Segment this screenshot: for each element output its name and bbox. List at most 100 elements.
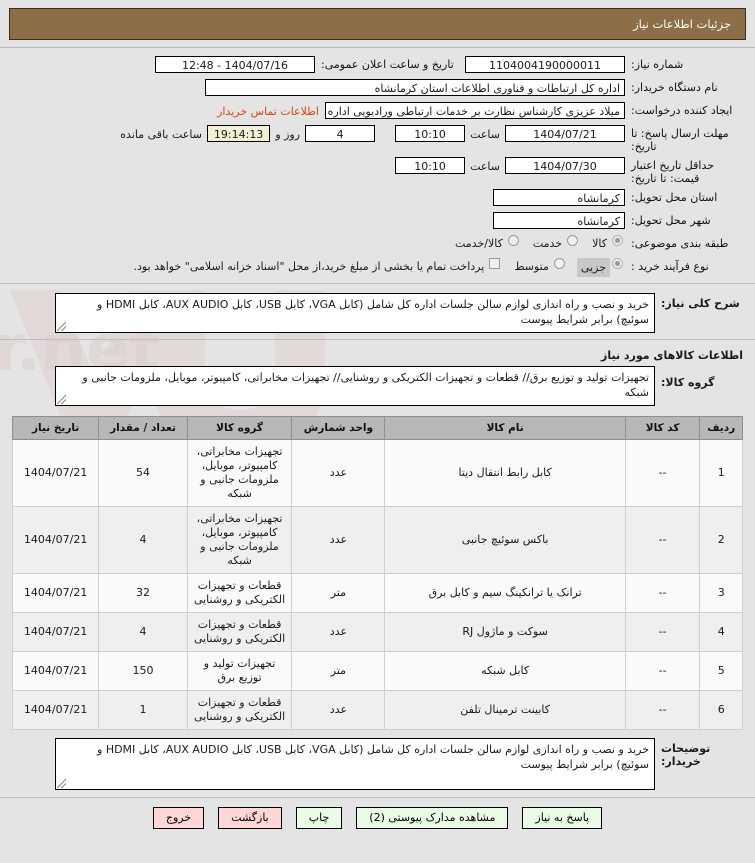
- radio-process-motevaset-label: متوسط: [514, 260, 549, 273]
- row-creator: ایجاد کننده درخواست: میلاد عزیزی کارشناس…: [12, 102, 743, 121]
- countdown-timer: 19:14:13: [206, 125, 271, 142]
- respond-to-need-button[interactable]: پاسخ به نیاز: [522, 807, 603, 829]
- th-name: نام کالا: [384, 416, 626, 440]
- view-attachments-button[interactable]: مشاهده مدارک پیوستی (2): [356, 807, 509, 829]
- cell-radif: 5: [699, 651, 743, 691]
- creator-label: ایجاد کننده درخواست:: [631, 104, 733, 117]
- th-code: کد کالا: [624, 416, 701, 440]
- radio-category-khedmat[interactable]: [567, 235, 579, 246]
- table-row[interactable]: 5 -- کابل شبکه متر تجهیزات تولید و توزیع برق…: [11, 651, 743, 691]
- city-value: کرمانشاه: [493, 212, 625, 229]
- cell-group: تجهیزات مخابراتی، کامپیوتر، موبایل، ملزو…: [186, 439, 293, 507]
- table-row[interactable]: 6 -- کابینت ترمینال تلفن عدد قطعات و تجهیزات…: [11, 690, 743, 730]
- items-table: ردیف کد کالا نام کالا واحد شمارش گروه کا…: [11, 416, 743, 730]
- table-row[interactable]: 4 -- سوکت و ماژول RJ عدد قطعات و تجهیزات الک…: [11, 612, 743, 652]
- buyer-contact-link[interactable]: اطلاعات تماس خریدار: [217, 105, 319, 118]
- deadline-time-word: ساعت: [470, 128, 500, 141]
- cell-radif: 2: [699, 506, 743, 574]
- radio-category-kala-khedmat[interactable]: [507, 235, 519, 246]
- row-buyer-notes: توضیحات خریدار: خرید و نصب و راه اندازی …: [12, 738, 743, 790]
- cell-date: 1404/07/21: [11, 651, 100, 691]
- need-summary-label: شرح کلی نیاز:: [661, 297, 740, 310]
- need-number-value: 1104004190000011: [465, 56, 625, 73]
- cell-date: 1404/07/21: [11, 439, 100, 507]
- cell-radif: 6: [699, 690, 743, 730]
- cell-code: --: [624, 573, 701, 613]
- buyer-notes-value: خرید و نصب و راه اندازی لوازم سالن جلسات…: [55, 738, 655, 790]
- cell-qty: 1: [98, 690, 188, 730]
- table-row[interactable]: 2 -- باکس سوئیچ جانبی عدد تجهیزات مخابراتی، …: [11, 506, 743, 574]
- cell-name: کابل شبکه: [384, 651, 626, 691]
- checkbox-treasury-payment[interactable]: [489, 258, 501, 269]
- table-row[interactable]: 3 -- ترانک یا ترانکینگ سیم و کابل برق متر قط…: [11, 573, 743, 613]
- page-header-bar: جزئیات اطلاعات نیاز: [9, 8, 746, 40]
- province-value: کرمانشاه: [493, 189, 625, 206]
- th-qty: تعداد / مقدار: [98, 416, 188, 440]
- row-buyer-org: نام دستگاه خریدار: اداره کل ارتباطات و ف…: [12, 79, 743, 98]
- goods-info-title: اطلاعات کالاهای مورد نیاز: [601, 349, 743, 362]
- validity-label: حداقل تاریخ اعتبار قیمت: تا تاریخ:: [631, 159, 715, 185]
- cell-unit: عدد: [291, 690, 386, 730]
- need-summary-value: خرید و نصب و راه اندازی لوازم سالن جلسات…: [55, 293, 655, 333]
- buyer-org-value: اداره کل ارتباطات و فناوری اطلاعات استان…: [205, 79, 625, 96]
- buyer-notes-section: توضیحات خریدار: خرید و نصب و راه اندازی …: [0, 730, 755, 790]
- need-info-form: شماره نیاز: 1104004190000011 تاریخ و ساع…: [0, 48, 755, 277]
- action-button-bar: پاسخ به نیاز مشاهده مدارک پیوستی (2) چاپ…: [0, 798, 755, 829]
- cell-qty: 32: [98, 573, 188, 613]
- print-button[interactable]: چاپ: [295, 807, 343, 829]
- cell-name: باکس سوئیچ جانبی: [384, 506, 626, 574]
- cell-code: --: [624, 651, 701, 691]
- deadline-label: مهلت ارسال پاسخ: تا تاریخ:: [631, 127, 729, 153]
- cell-unit: عدد: [291, 612, 386, 652]
- row-province: استان محل تحویل: کرمانشاه: [12, 189, 743, 208]
- radio-process-jozii[interactable]: [612, 258, 623, 269]
- back-button[interactable]: بازگشت: [218, 807, 282, 829]
- row-process-type: نوع فرآیند خرید : جزیی متوسط پرداخت تمام…: [12, 258, 743, 277]
- announce-label: تاریخ و ساعت اعلان عمومی:: [321, 58, 454, 71]
- need-summary-section: شرح کلی نیاز: خرید و نصب و راه اندازی لو…: [0, 291, 755, 333]
- th-group: گروه کالا: [186, 416, 293, 440]
- radio-process-motevaset[interactable]: [553, 258, 565, 269]
- buyer-notes-label: توضیحات خریدار:: [661, 742, 711, 768]
- cell-group: قطعات و تجهیزات الکتریکی و روشنایی: [186, 612, 293, 652]
- exit-button[interactable]: خروج: [152, 807, 205, 829]
- cell-group: قطعات و تجهیزات الکتریکی و روشنایی: [186, 573, 293, 613]
- deadline-time-value: 10:10: [395, 125, 466, 142]
- cell-name: کابل رابط انتقال دیتا: [384, 439, 626, 507]
- cell-qty: 4: [98, 612, 188, 652]
- deadline-date-value: 1404/07/21: [505, 125, 625, 142]
- page-title: جزئیات اطلاعات نیاز: [633, 17, 731, 31]
- cell-date: 1404/07/21: [11, 506, 100, 574]
- row-goods-group: گروه کالا: تجهیزات تولید و توزیع برق// ق…: [12, 366, 743, 406]
- th-unit: واحد شمارش: [291, 416, 386, 440]
- cell-unit: عدد: [291, 439, 386, 507]
- titlebar-container: جزئیات اطلاعات نیاز: [0, 0, 755, 40]
- validity-time-word: ساعت: [470, 160, 500, 173]
- items-table-body: 1 -- کابل رابط انتقال دیتا عدد تجهیزات مخابر…: [11, 439, 743, 730]
- page-root: جزئیات اطلاعات نیاز شماره نیاز: 11040041…: [0, 0, 755, 829]
- radio-category-kala[interactable]: [612, 235, 623, 246]
- days-word-label: روز و: [275, 128, 301, 141]
- section-divider-2: [0, 339, 755, 340]
- row-city: شهر محل تحویل: کرمانشاه: [12, 212, 743, 231]
- cell-code: --: [624, 439, 701, 507]
- cell-qty: 54: [98, 439, 188, 507]
- table-row[interactable]: 1 -- کابل رابط انتقال دیتا عدد تجهیزات مخابر…: [11, 439, 743, 507]
- radio-process-jozii-label: جزیی: [576, 258, 610, 277]
- announce-value: 1404/07/16 - 12:48: [155, 56, 315, 73]
- goods-group-value: تجهیزات تولید و توزیع برق// قطعات و تجهی…: [55, 366, 655, 406]
- cell-unit: متر: [291, 651, 386, 691]
- remaining-word-label: ساعت باقی مانده: [120, 128, 202, 141]
- province-label: استان محل تحویل:: [631, 191, 718, 204]
- cell-qty: 150: [98, 651, 188, 691]
- buyer-org-label: نام دستگاه خریدار:: [631, 81, 718, 94]
- th-radif: ردیف: [699, 416, 743, 440]
- cell-name: ترانک یا ترانکینگ سیم و کابل برق: [384, 573, 626, 613]
- cell-name: کابینت ترمینال تلفن: [384, 690, 626, 730]
- goods-group-label: گروه کالا:: [661, 376, 715, 389]
- cell-unit: متر: [291, 573, 386, 613]
- cell-date: 1404/07/21: [11, 612, 100, 652]
- items-table-head: ردیف کد کالا نام کالا واحد شمارش گروه کا…: [11, 416, 743, 440]
- row-category: طبقه بندی موضوعی: کالا خدمت کالا/خدمت: [12, 235, 743, 254]
- cell-unit: عدد: [291, 506, 386, 574]
